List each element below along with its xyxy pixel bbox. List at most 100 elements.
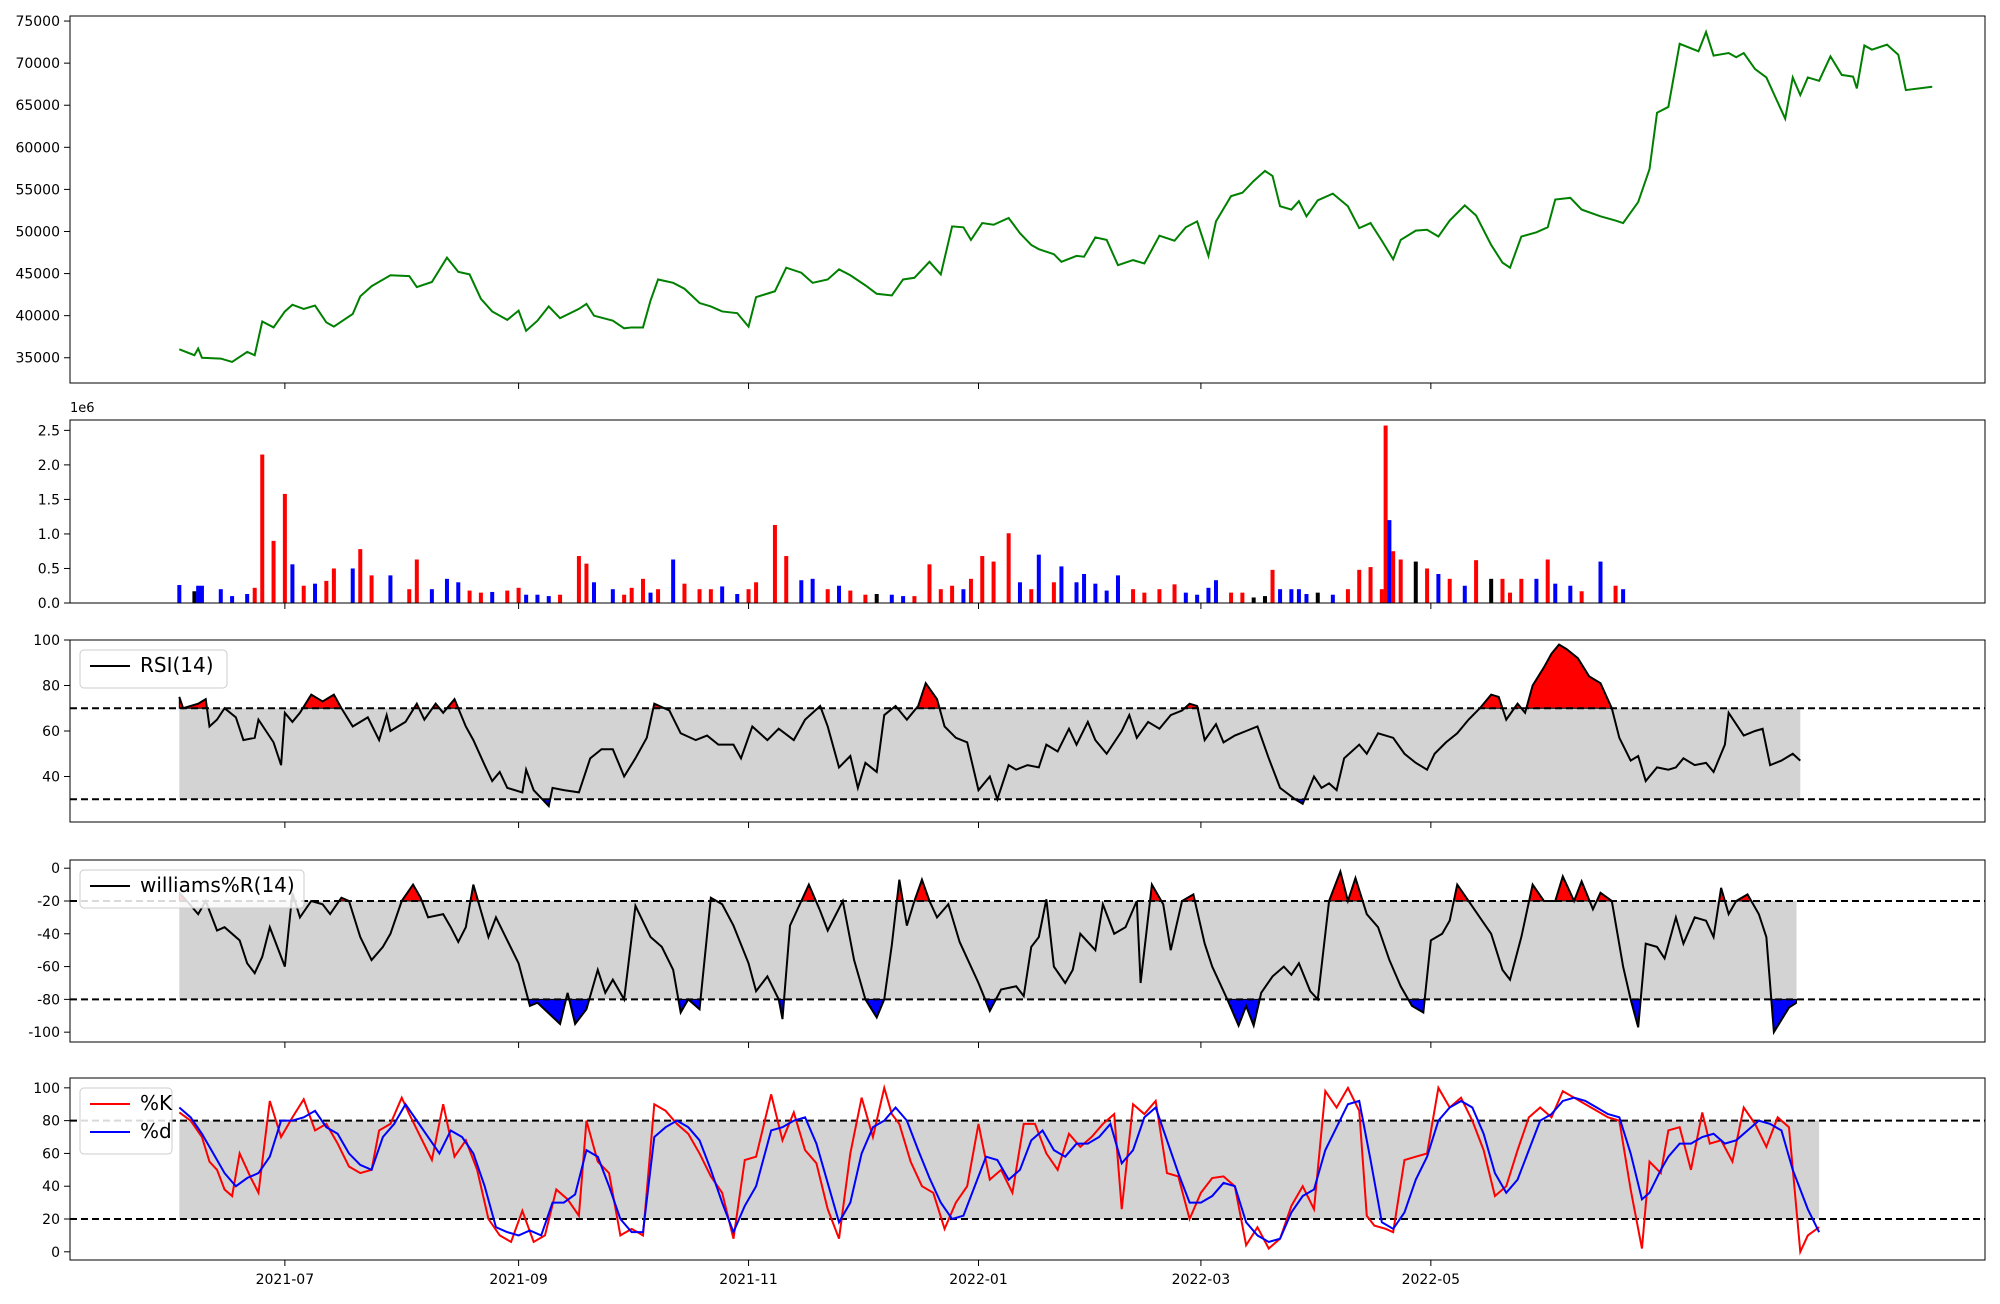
y-tick-label: 50000 [15, 224, 60, 240]
volume-bar [622, 594, 627, 603]
volume-bar [1131, 589, 1136, 603]
y-tick-label: 60 [42, 1146, 60, 1162]
legend-label: RSI(14) [140, 653, 214, 677]
legend: %K %d [79, 1087, 173, 1155]
price-series-line [178, 28, 1933, 364]
volume-bar [313, 583, 318, 603]
volume-bar [1447, 578, 1452, 603]
volume-bar [735, 594, 740, 603]
volume-bar [369, 575, 374, 603]
volume-bar [1304, 594, 1309, 603]
volume-bar [558, 594, 563, 603]
volume-bar [301, 585, 306, 603]
volume-bar [1213, 580, 1218, 603]
volume-bar [1474, 560, 1479, 603]
volume-bar [1489, 578, 1494, 603]
legend-label: %K [140, 1091, 173, 1115]
volume-bar [1345, 589, 1350, 603]
x-tick-label: 2022-01 [949, 1272, 1008, 1288]
volume-bar [1296, 589, 1301, 603]
volume-bar [825, 589, 830, 603]
legend-box [79, 869, 305, 909]
y-tick-label: 65000 [15, 98, 60, 114]
volume-bar [1553, 583, 1558, 603]
volume-bar [199, 585, 204, 603]
volume-bar [1172, 584, 1177, 603]
volume-bar [961, 589, 966, 603]
x-tick-label: 2021-09 [489, 1272, 548, 1288]
volume-bar [810, 578, 815, 603]
volume-bar [290, 564, 295, 603]
volume-bar [1157, 589, 1162, 603]
volume-bar [230, 596, 235, 603]
y-tick-label: 2.0 [38, 458, 60, 474]
volume-bar [784, 556, 789, 603]
volume-bar [1357, 569, 1362, 603]
volume-bar [1240, 592, 1245, 603]
volume-bar [1278, 589, 1283, 603]
legend-label: williams%R(14) [140, 873, 295, 897]
volume-bar [708, 589, 713, 603]
volume-bar [388, 575, 393, 603]
x-tick-label: 2022-03 [1172, 1272, 1231, 1288]
volume-bar [546, 596, 551, 603]
volume-bar [407, 589, 412, 603]
volume-bar [1534, 578, 1539, 603]
y-tick-label: 0 [51, 861, 60, 877]
y-tick-label: 100 [33, 633, 60, 649]
y-tick-label: 2.5 [38, 423, 60, 439]
volume-bar [1195, 594, 1200, 603]
volume-bar [456, 582, 461, 603]
y-tick-label: 1.0 [38, 527, 60, 543]
volume-bar [429, 589, 434, 603]
volume-bar [1183, 592, 1188, 603]
volume-bar [927, 564, 932, 603]
y-tick-label: 20 [42, 1212, 60, 1228]
volume-bar [576, 556, 581, 603]
volume-bar [218, 589, 223, 603]
volume-bar [1383, 425, 1388, 603]
indicator-series-line [178, 868, 1798, 1036]
axes-frame [69, 15, 1986, 384]
volume-bar [912, 596, 917, 603]
volume-bar [720, 586, 725, 603]
volume-bar [196, 585, 201, 603]
y-tick-label: 0 [51, 1245, 60, 1261]
volume-bar [772, 524, 777, 603]
x-tick-label: 2022-05 [1402, 1272, 1461, 1288]
y-tick-label: 1.5 [38, 492, 60, 508]
volume-bar [358, 549, 363, 603]
legend: williams%R(14) [79, 869, 305, 909]
y-tick-label: 0.0 [38, 596, 60, 612]
price-panel: 35000 40000 45000 50000 55000 60000 65000 70000… [15, 14, 1986, 389]
volume-bar [950, 585, 955, 603]
volume-bar [1036, 554, 1041, 603]
volume-bar [1142, 592, 1147, 603]
y-tick-label: 55000 [15, 182, 60, 198]
volume-bar [1206, 587, 1211, 603]
volume-bar [874, 594, 879, 603]
volume-bar [671, 559, 676, 603]
threshold-band [179, 900, 1797, 1000]
volume-bar [1115, 575, 1120, 603]
volume-bar [1387, 520, 1392, 603]
volume-bar [640, 578, 645, 603]
volume-bar [1104, 590, 1109, 603]
volume-bar [1270, 569, 1275, 603]
volume-bar [648, 592, 653, 603]
volume-bar [1425, 568, 1430, 603]
y-tick-label: -80 [37, 992, 60, 1008]
y-tick-label: 60 [42, 724, 60, 740]
volume-bar [1413, 561, 1418, 603]
volume-bar [889, 594, 894, 603]
axes-frame [69, 859, 1986, 1043]
volume-bar [863, 594, 868, 603]
volume-bar [754, 582, 759, 603]
volume-bar [656, 589, 661, 603]
legend-box [79, 649, 228, 689]
volume-bar [980, 556, 985, 603]
volume-bar [524, 594, 529, 603]
y-tick-label: 45000 [15, 267, 60, 283]
volume-bar [1262, 596, 1267, 603]
volume-bar [1251, 597, 1256, 603]
